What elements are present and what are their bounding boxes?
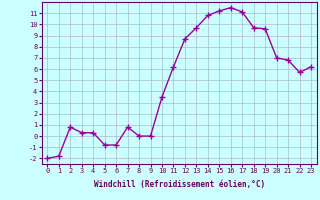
X-axis label: Windchill (Refroidissement éolien,°C): Windchill (Refroidissement éolien,°C) — [94, 180, 265, 189]
